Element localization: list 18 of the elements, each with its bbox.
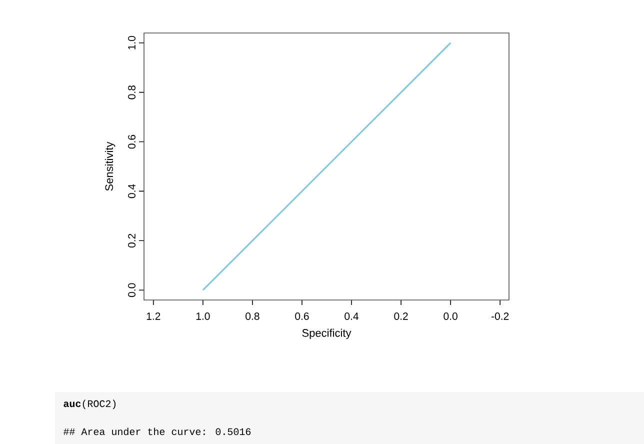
x-tick-label: -0.2 — [492, 312, 509, 320]
x-tick-label: 1.0 — [196, 312, 210, 320]
x-tick-label: 1.2 — [146, 312, 160, 320]
y-tick-label: 0.2 — [128, 234, 136, 248]
x-tick-label: 0.6 — [295, 312, 309, 320]
x-axis-title: Specificity — [302, 328, 352, 340]
y-axis-title: Sensitivity — [104, 142, 116, 191]
y-tick-label: 0.8 — [128, 85, 136, 100]
x-tick-label: 0.8 — [246, 312, 260, 320]
x-tick-label: 0.2 — [394, 312, 408, 320]
x-tick-label: 0.4 — [344, 312, 359, 320]
x-tick-label: 0.0 — [444, 312, 458, 320]
text: ## Area under the curve: 0.5016 — [63, 428, 251, 436]
y-tick-label: 0.4 — [128, 184, 136, 198]
y-tick-label: 0.6 — [128, 134, 136, 149]
text: auc(ROC2) — [64, 400, 116, 410]
y-tick-label: 1.0 — [128, 36, 136, 50]
y-tick-label: 0.0 — [128, 283, 136, 297]
